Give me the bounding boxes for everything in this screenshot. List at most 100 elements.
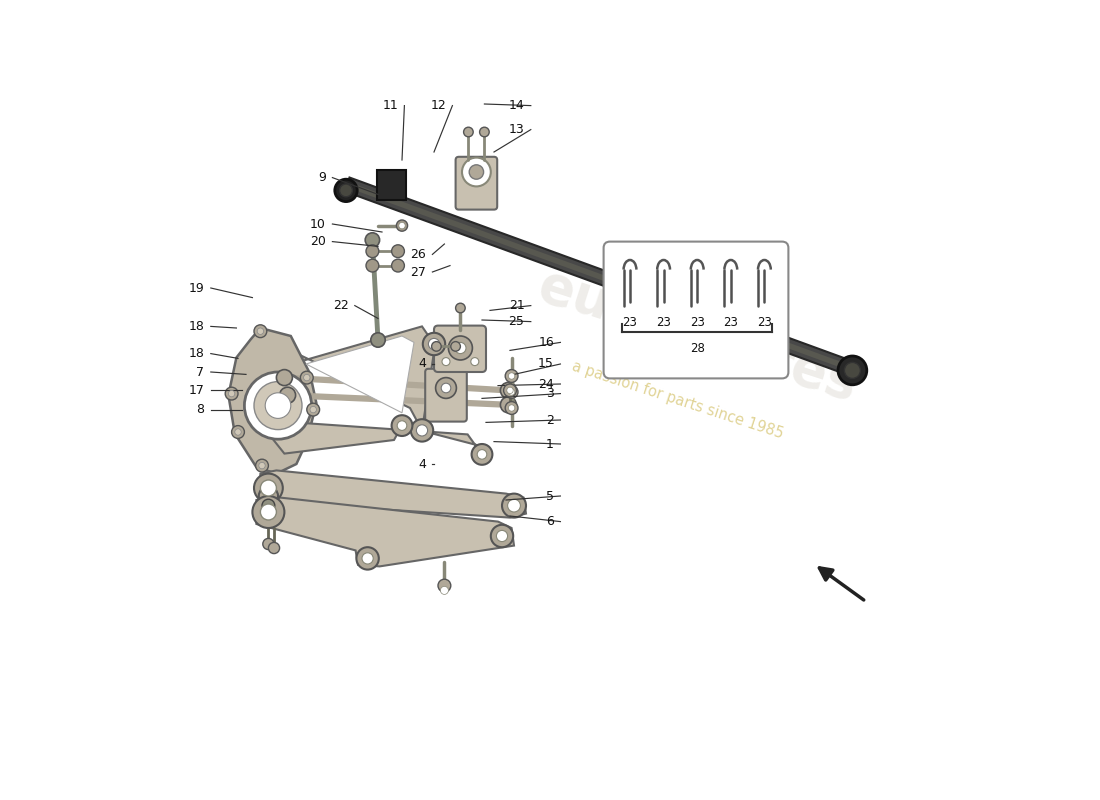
Circle shape (254, 474, 283, 502)
Circle shape (507, 499, 520, 512)
Circle shape (399, 222, 405, 229)
Text: 25: 25 (508, 315, 525, 328)
Circle shape (244, 372, 311, 439)
Text: 20: 20 (310, 235, 326, 248)
Circle shape (255, 459, 268, 472)
Text: 10: 10 (310, 218, 326, 230)
Circle shape (232, 426, 244, 438)
Text: 7: 7 (197, 366, 205, 378)
Circle shape (436, 378, 456, 398)
Text: 22: 22 (332, 299, 349, 312)
Text: 24: 24 (538, 378, 554, 390)
Circle shape (397, 421, 407, 430)
Circle shape (265, 393, 290, 418)
Circle shape (463, 127, 473, 137)
Circle shape (838, 356, 867, 385)
Text: 2: 2 (546, 414, 554, 426)
Text: 13: 13 (508, 123, 525, 136)
Circle shape (371, 333, 385, 347)
Circle shape (365, 233, 380, 247)
Circle shape (505, 402, 518, 414)
Circle shape (392, 415, 412, 436)
Circle shape (472, 444, 493, 465)
Ellipse shape (334, 179, 358, 202)
Bar (377, 170, 406, 200)
Text: 18: 18 (188, 347, 205, 360)
Circle shape (422, 333, 446, 355)
Circle shape (268, 542, 279, 554)
Circle shape (252, 496, 285, 528)
FancyBboxPatch shape (434, 326, 486, 372)
Circle shape (392, 245, 405, 258)
Circle shape (454, 342, 466, 354)
Text: 4: 4 (418, 358, 426, 370)
Text: 26: 26 (410, 248, 426, 261)
Circle shape (304, 374, 310, 381)
Circle shape (257, 328, 264, 334)
Circle shape (470, 165, 484, 179)
Circle shape (229, 390, 234, 397)
Circle shape (262, 499, 275, 512)
Text: 3: 3 (546, 387, 554, 400)
Polygon shape (306, 336, 414, 413)
Text: 8: 8 (197, 403, 205, 416)
Text: 17: 17 (188, 384, 205, 397)
Text: 16: 16 (538, 336, 554, 349)
Text: 11: 11 (383, 99, 398, 112)
Circle shape (431, 342, 441, 351)
Circle shape (428, 338, 440, 350)
Text: 18: 18 (188, 320, 205, 333)
Circle shape (505, 370, 518, 382)
Text: 23: 23 (623, 316, 637, 329)
Circle shape (261, 480, 276, 496)
Circle shape (451, 342, 461, 351)
Text: 9: 9 (318, 171, 326, 184)
Circle shape (254, 382, 303, 430)
Text: 4: 4 (418, 458, 426, 470)
Circle shape (508, 389, 515, 395)
Text: 23: 23 (690, 316, 705, 329)
Circle shape (392, 259, 405, 272)
Circle shape (258, 462, 265, 469)
FancyBboxPatch shape (604, 242, 789, 378)
Circle shape (508, 373, 515, 379)
Text: 12: 12 (430, 99, 446, 112)
Text: a passion for parts since 1985: a passion for parts since 1985 (571, 358, 785, 442)
Circle shape (396, 220, 408, 231)
Circle shape (279, 387, 296, 403)
Circle shape (500, 382, 516, 398)
Circle shape (455, 303, 465, 313)
Circle shape (417, 425, 428, 436)
Text: 1: 1 (546, 438, 554, 450)
Circle shape (276, 370, 293, 386)
Circle shape (496, 530, 507, 542)
Circle shape (449, 336, 472, 360)
Polygon shape (268, 422, 482, 454)
Circle shape (356, 547, 378, 570)
Circle shape (254, 325, 267, 338)
Circle shape (507, 387, 514, 394)
Text: 23: 23 (724, 316, 738, 329)
Text: 27: 27 (410, 266, 426, 278)
Text: 19: 19 (189, 282, 205, 294)
FancyBboxPatch shape (426, 369, 466, 422)
Text: 23: 23 (657, 316, 671, 329)
Circle shape (300, 371, 313, 384)
Polygon shape (229, 328, 317, 474)
Circle shape (442, 358, 450, 366)
Circle shape (502, 494, 526, 518)
Circle shape (504, 384, 516, 397)
Text: 14: 14 (508, 99, 525, 112)
Ellipse shape (340, 184, 352, 197)
Circle shape (261, 504, 276, 520)
Text: eurospares: eurospares (531, 260, 865, 412)
Polygon shape (270, 326, 434, 430)
Circle shape (362, 553, 373, 564)
Text: 23: 23 (757, 316, 772, 329)
FancyBboxPatch shape (455, 157, 497, 210)
Circle shape (438, 579, 451, 592)
Polygon shape (256, 498, 514, 566)
Circle shape (307, 403, 320, 416)
Text: 15: 15 (538, 358, 554, 370)
Circle shape (471, 358, 478, 366)
